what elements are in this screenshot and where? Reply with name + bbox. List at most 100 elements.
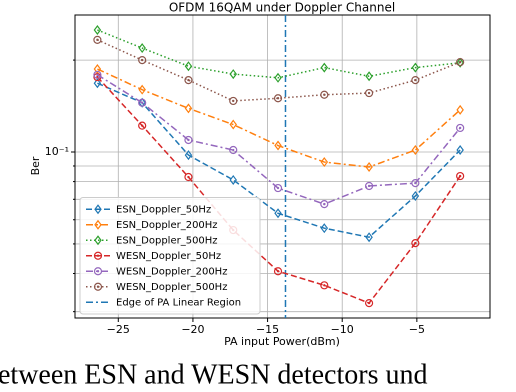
marker	[94, 219, 102, 230]
marker-dot	[323, 202, 326, 206]
marker	[365, 162, 373, 173]
marker-dot	[276, 97, 280, 100]
marker-ring	[411, 75, 420, 85]
marker	[94, 235, 102, 246]
marker	[184, 150, 193, 161]
marker-ring	[456, 123, 465, 133]
marker-ring	[364, 181, 374, 191]
marker	[273, 183, 283, 193]
x-axis-label: PA input Power(dBm)	[224, 335, 340, 348]
marker-ring	[411, 239, 420, 248]
marker-ring	[273, 94, 283, 103]
marker-dot	[96, 73, 99, 77]
marker-dot	[140, 124, 144, 127]
marker	[411, 62, 420, 73]
marker	[274, 140, 282, 151]
marker-dot	[140, 101, 144, 104]
marker-ring	[93, 251, 103, 260]
legend-label: ESN_Doppler_200Hz	[116, 220, 218, 231]
marker	[229, 119, 237, 130]
legend-box	[79, 197, 261, 315]
marker-dot	[140, 58, 144, 62]
marker-ring	[93, 267, 103, 276]
marker	[456, 145, 464, 156]
marker	[93, 251, 103, 260]
marker	[229, 69, 237, 80]
x-tick-label: −10	[331, 323, 354, 336]
marker-dot	[96, 270, 100, 273]
legend-label: ESN_Doppler_50Hz	[116, 204, 211, 215]
caption: etween ESN and WESN detectors und	[0, 359, 428, 390]
legend-label: WESN_Doppler_50Hz	[116, 251, 221, 262]
y-tick-label: 10⁻¹	[45, 145, 69, 158]
marker	[411, 190, 420, 201]
marker-dot	[323, 284, 326, 287]
marker	[93, 282, 103, 291]
marker	[229, 96, 238, 106]
marker-ring	[320, 281, 329, 290]
marker-ring	[229, 145, 238, 155]
marker	[93, 78, 102, 89]
marker	[320, 200, 329, 209]
marker	[138, 43, 146, 54]
marker	[229, 145, 238, 155]
marker	[184, 172, 193, 182]
marker	[456, 171, 465, 181]
marker-ring	[273, 183, 283, 193]
marker	[138, 55, 147, 65]
marker-ring	[273, 267, 283, 276]
marker-ring	[364, 299, 374, 308]
marker-dot	[414, 181, 417, 185]
marker	[93, 267, 103, 276]
legend-label: WESN_Doppler_200Hz	[116, 266, 227, 277]
series-line	[97, 39, 461, 102]
marker-ring	[138, 98, 147, 107]
series-line	[97, 82, 461, 239]
marker	[93, 70, 102, 79]
marker	[138, 98, 147, 107]
x-tick-label: −20	[181, 323, 204, 336]
marker	[411, 75, 420, 85]
marker	[184, 103, 193, 114]
marker-ring	[364, 88, 374, 98]
marker-ring	[138, 55, 147, 65]
marker	[364, 181, 374, 191]
marker-dot	[458, 174, 462, 178]
marker	[411, 239, 420, 248]
marker	[274, 208, 282, 219]
marker-dot	[367, 184, 371, 188]
y-axis-label: Ber	[29, 156, 42, 175]
marker	[320, 62, 329, 73]
marker-dot	[187, 175, 190, 179]
legend-label: WESN_Doppler_500Hz	[116, 282, 227, 293]
marker-ring	[93, 282, 103, 291]
marker-ring	[411, 178, 420, 188]
marker-ring	[456, 171, 465, 181]
marker-ring	[456, 57, 465, 67]
marker-dot	[187, 138, 190, 142]
x-tick-label: −25	[107, 323, 130, 336]
marker-dot	[276, 186, 280, 190]
marker-dot	[323, 93, 326, 96]
marker-dot	[458, 60, 462, 64]
legend-label: ESN_Doppler_500Hz	[116, 235, 218, 246]
marker	[184, 61, 193, 72]
marker-dot	[367, 301, 371, 305]
marker	[273, 267, 283, 276]
marker-dot	[96, 75, 99, 79]
marker	[93, 24, 102, 35]
legend: ESN_Doppler_50Hz ESN_Doppler_200Hz ESN_Dop…	[79, 197, 261, 315]
marker-ring	[320, 200, 329, 209]
marker	[273, 94, 283, 103]
marker	[411, 178, 420, 188]
marker	[320, 281, 329, 290]
marker	[456, 57, 465, 67]
marker-dot	[458, 126, 462, 130]
marker-ring	[93, 35, 102, 44]
marker	[456, 104, 464, 115]
marker	[456, 57, 464, 68]
marker	[456, 123, 465, 133]
marker	[411, 145, 420, 156]
marker-dot	[414, 241, 417, 245]
